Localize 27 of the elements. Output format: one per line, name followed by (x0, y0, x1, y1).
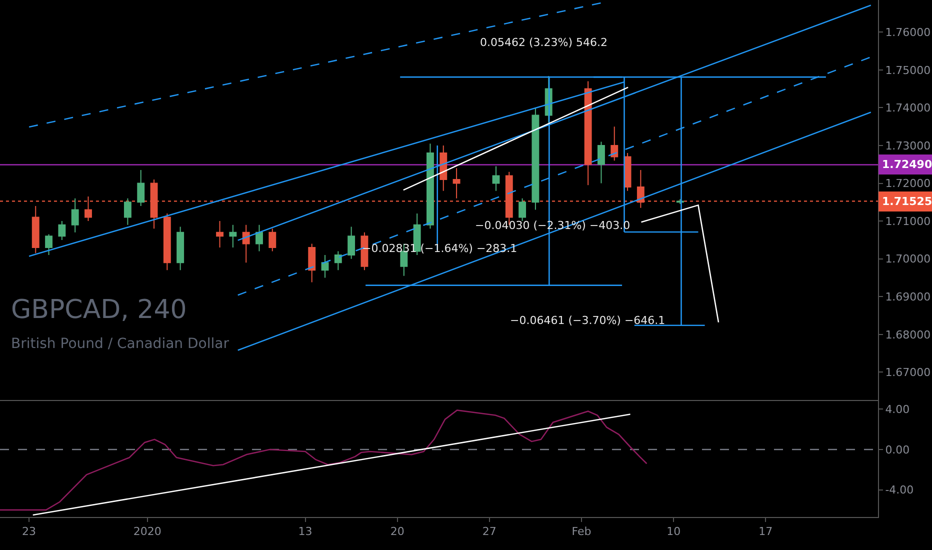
annotation: −0.06461 (−3.70%) −646.1 (510, 314, 666, 327)
y-tick-label: 1.68000 (885, 328, 931, 342)
annotation: 0.05462 (3.23%) 546.2 (480, 36, 608, 49)
y-tick-label: 1.76000 (885, 26, 931, 39)
y-tick-label: 1.74000 (885, 102, 931, 115)
y-tick-label: -4.00 (885, 484, 914, 497)
y-tick-label: 1.71000 (885, 214, 931, 228)
ref-line-label: 1.71525 (882, 195, 932, 208)
x-tick-label: 10 (666, 525, 681, 538)
ref-line-label: 1.72490 (882, 158, 932, 171)
y-tick-label: 1.69000 (885, 290, 931, 304)
x-tick-label: 20 (390, 525, 404, 538)
y-tick-label: 4.00 (885, 403, 910, 416)
y-tick-label: 1.73000 (885, 139, 931, 152)
x-tick-label: 13 (298, 525, 312, 538)
text: GBPCAD, 240 (11, 295, 187, 325)
x-tick-label: 17 (758, 525, 773, 538)
text: British Pound / Canadian Dollar (11, 336, 230, 352)
x-tick-label: Feb (572, 525, 592, 538)
x-tick-label: 2020 (133, 525, 162, 538)
y-tick-label: 1.72000 (885, 177, 931, 190)
x-tick-label: 23 (22, 525, 36, 538)
y-tick-label: 1.67000 (885, 366, 931, 380)
y-tick-label: 1.70000 (885, 252, 931, 266)
x-tick-label: 27 (482, 525, 496, 538)
y-tick-label: 1.75000 (885, 64, 931, 77)
y-tick-label: 0.00 (885, 443, 910, 456)
